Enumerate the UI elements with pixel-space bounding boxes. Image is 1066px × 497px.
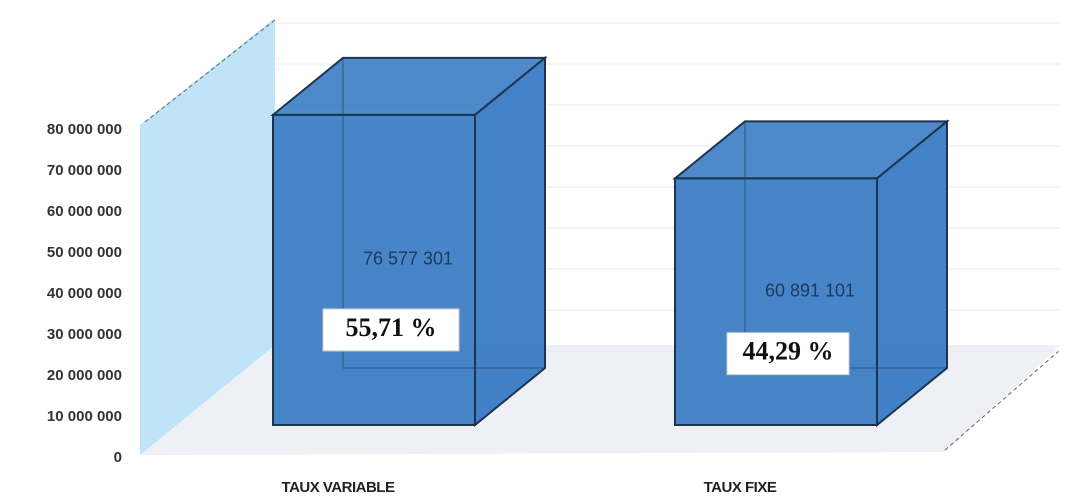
value-label: 60 891 101 <box>765 280 855 300</box>
bar-front <box>674 177 878 426</box>
x-tick-label: TAUX FIXE <box>704 479 777 496</box>
y-tick-label: 0 <box>114 449 122 466</box>
y-tick-label: 70 000 000 <box>47 162 122 179</box>
percent-label: 44,29 % <box>743 337 834 366</box>
bar-side <box>474 55 546 428</box>
bar-back-edge <box>342 57 545 369</box>
percent-box <box>322 308 460 352</box>
value-label: 76 577 301 <box>363 249 453 269</box>
y-tick-label: 10 000 000 <box>47 408 122 425</box>
floor-edge <box>944 349 1061 451</box>
y-tick-label: 50 000 000 <box>47 244 122 261</box>
y-tick-label: 30 000 000 <box>47 326 122 343</box>
y-tick-label: 60 000 000 <box>47 203 122 220</box>
percent-box <box>726 332 850 376</box>
x-tick-label: TAUX VARIABLE <box>282 479 395 496</box>
y-tick-label: 80 000 000 <box>47 121 122 138</box>
y-tick-label: 20 000 000 <box>47 367 122 384</box>
percent-label: 55,71 % <box>346 313 437 342</box>
y-tick-label: 40 000 000 <box>47 285 122 302</box>
bar-front <box>272 113 476 426</box>
side-wall <box>140 18 275 455</box>
